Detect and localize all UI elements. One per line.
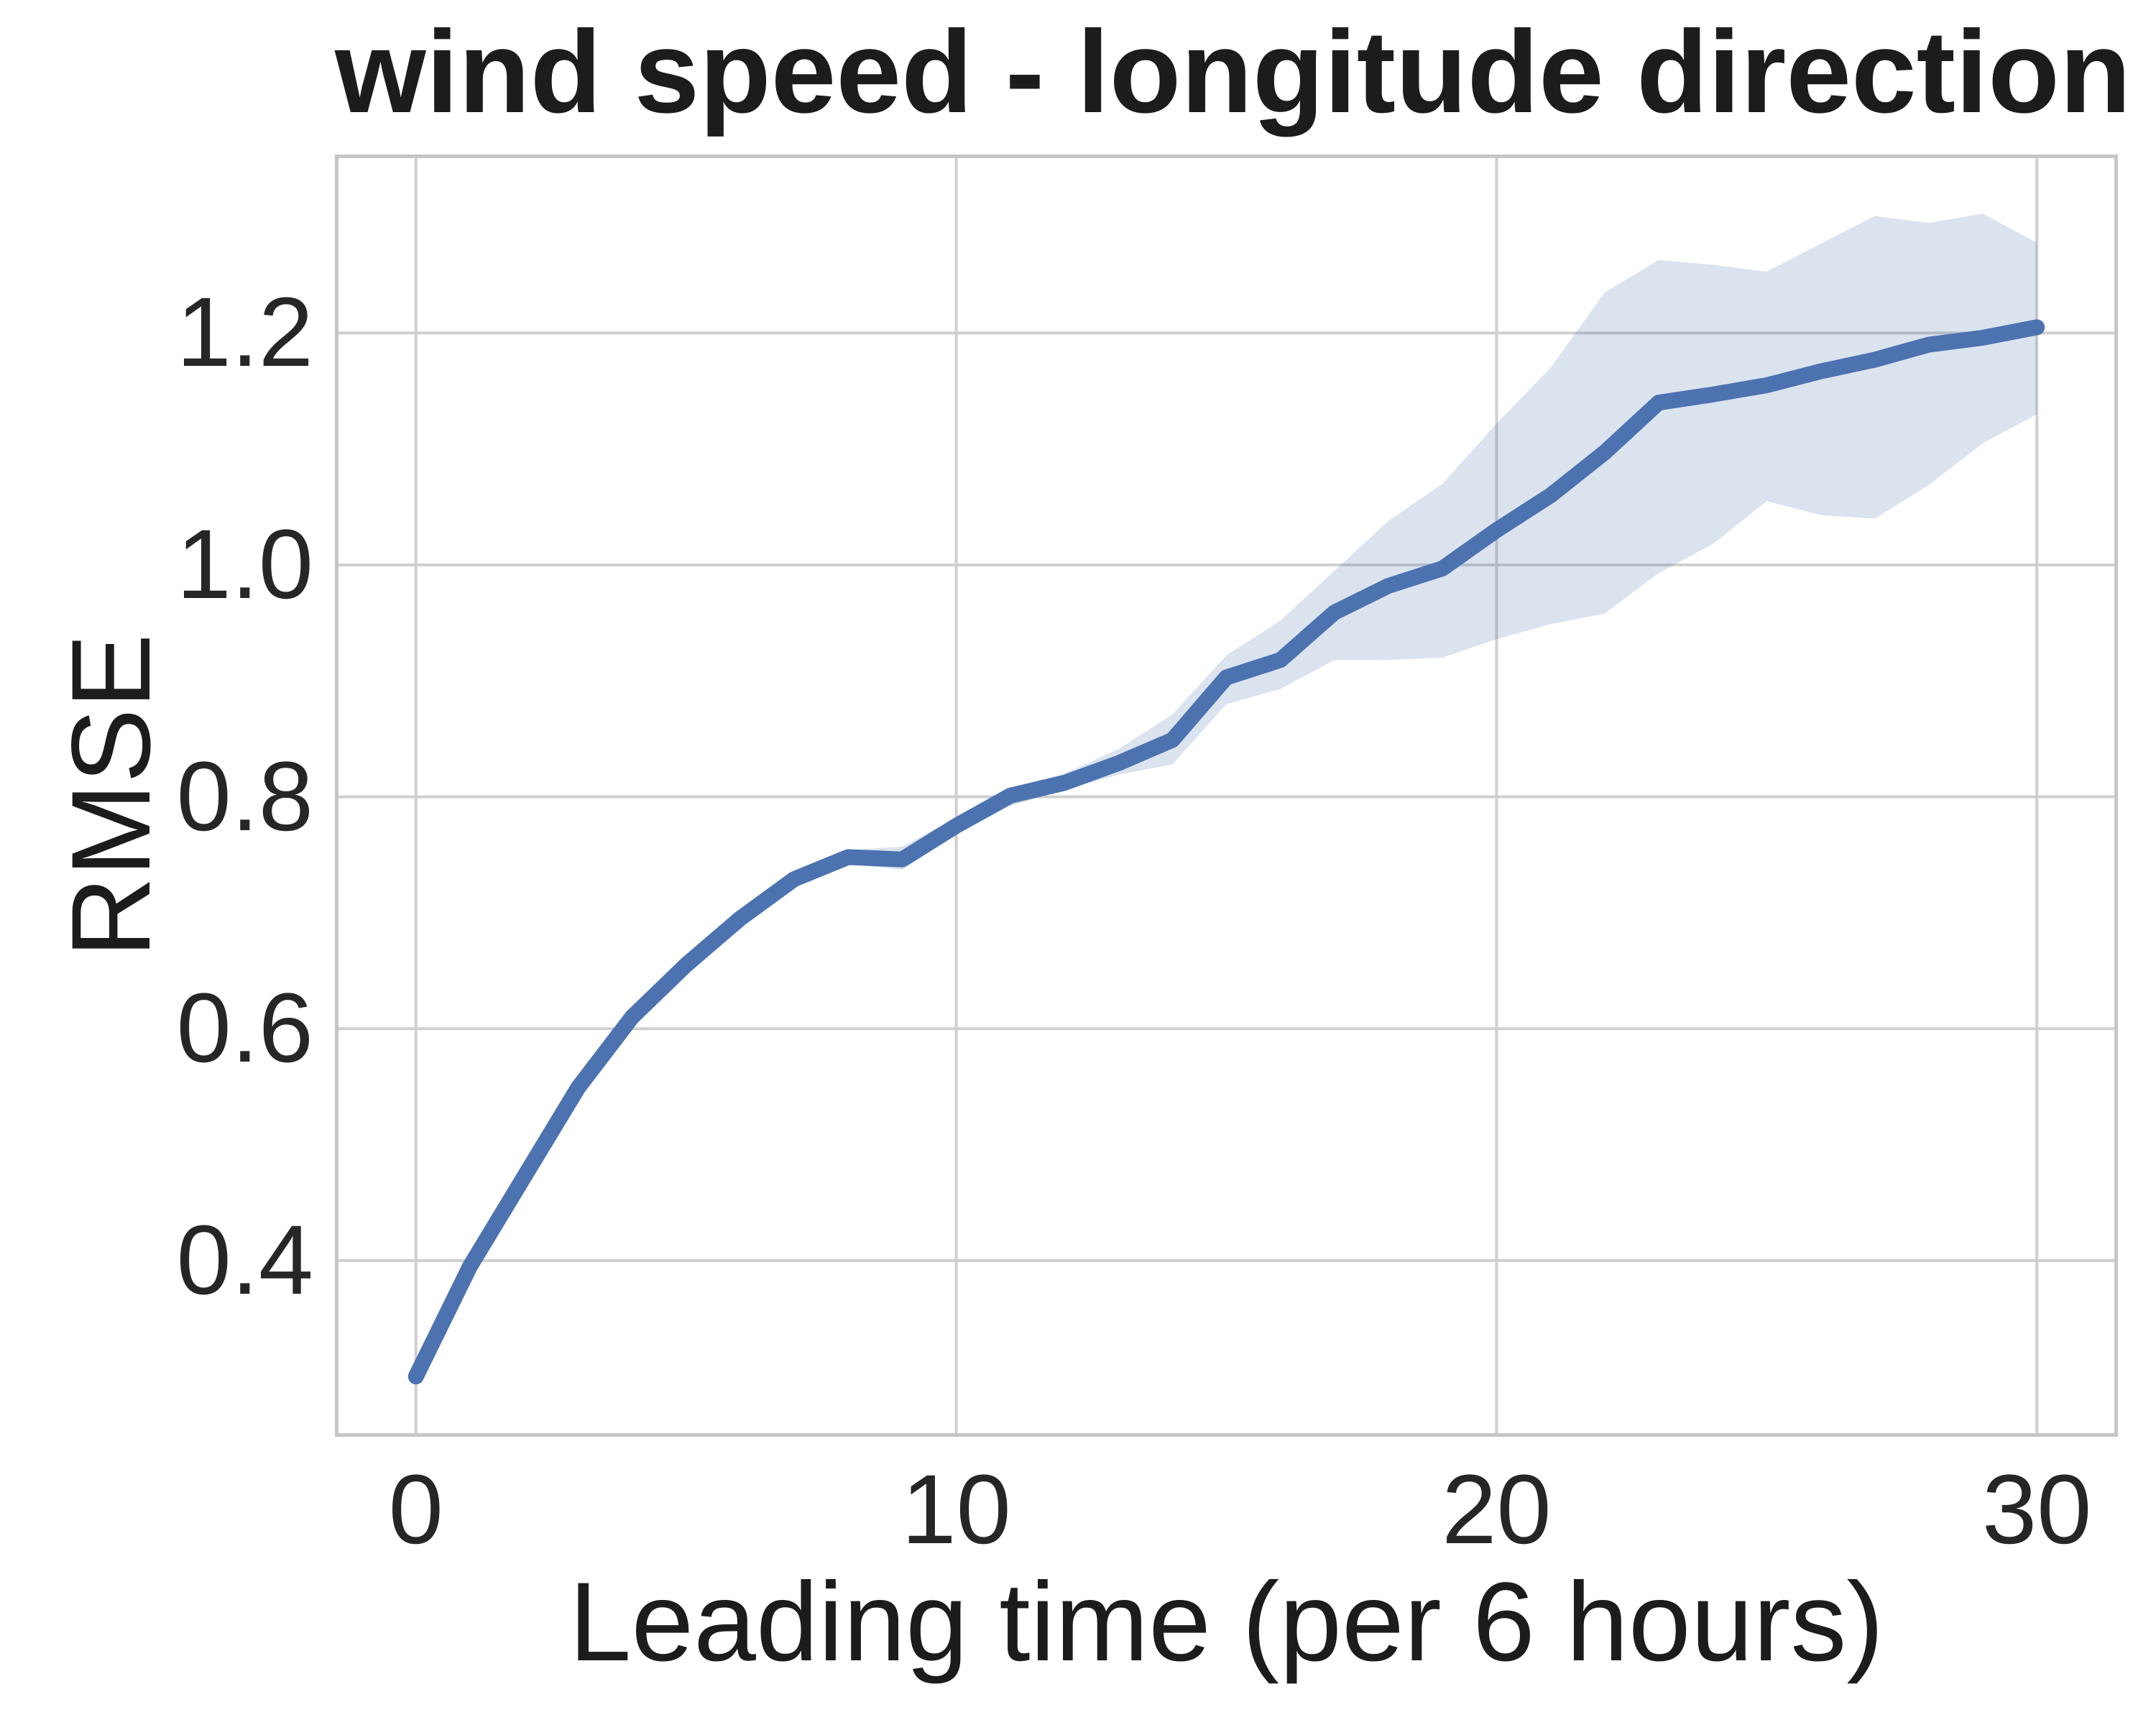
- x-tick-label: 30: [1982, 1455, 2092, 1565]
- x-axis-label: Leading time (per 6 hours): [568, 1560, 1884, 1685]
- y-tick-label: 0.6: [176, 973, 313, 1084]
- plot-area: [335, 155, 2118, 1437]
- y-tick-label: 1.0: [176, 510, 313, 620]
- rmse-line: [407, 319, 2045, 1385]
- y-tick-label: 0.8: [176, 741, 313, 852]
- y-tick-label: 0.4: [176, 1205, 313, 1315]
- x-tick-label: 0: [388, 1455, 443, 1565]
- y-tick-label: 1.2: [176, 277, 313, 388]
- line-chart-canvas: [335, 155, 2118, 1437]
- x-tick-label: 20: [1442, 1455, 1552, 1565]
- confidence-band: [415, 213, 2037, 1381]
- x-tick-label: 10: [901, 1455, 1011, 1565]
- plot-border: [335, 155, 2118, 1437]
- chart-title: wind speed - longitude direction: [335, 6, 2132, 137]
